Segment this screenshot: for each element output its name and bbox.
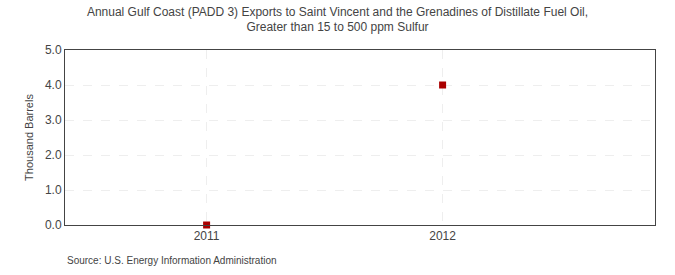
svg-text:Annual Gulf Coast (PADD 3) Exp: Annual Gulf Coast (PADD 3) Exports to Sa… [87, 5, 588, 35]
svg-text:2011: 2011 [194, 229, 220, 243]
svg-text:5.0: 5.0 [45, 43, 62, 57]
svg-text:4.0: 4.0 [45, 78, 62, 92]
svg-text:2.0: 2.0 [45, 148, 62, 162]
svg-text:Source: U.S. Energy Informatio: Source: U.S. Energy Information Administ… [67, 255, 277, 266]
svg-text:0.0: 0.0 [45, 218, 62, 232]
svg-text:3.0: 3.0 [45, 113, 62, 127]
svg-text:2012: 2012 [429, 229, 456, 243]
svg-text:1.0: 1.0 [45, 183, 62, 197]
svg-text:Thousand Barrels: Thousand Barrels [23, 94, 35, 181]
